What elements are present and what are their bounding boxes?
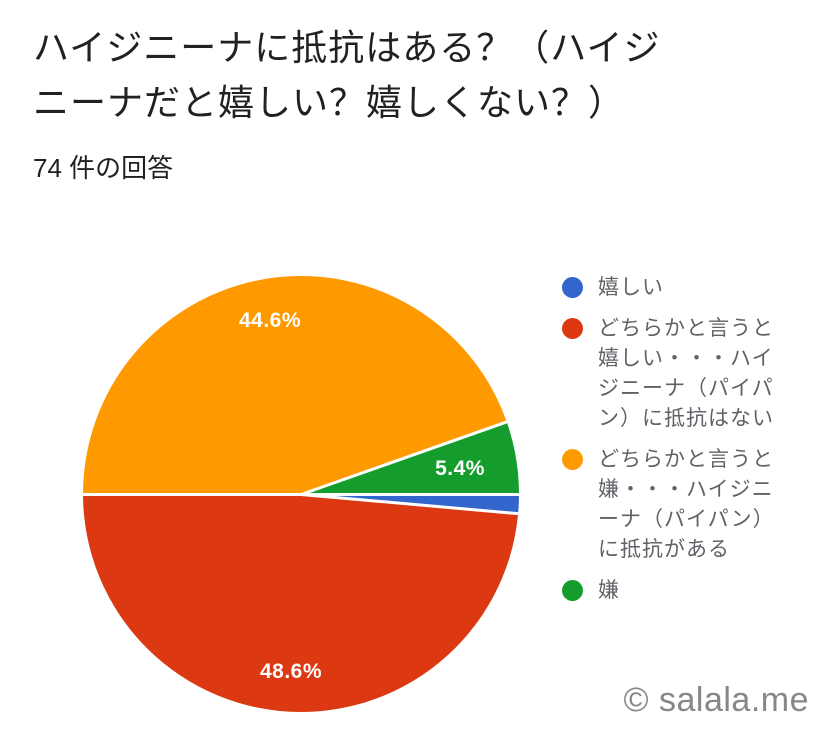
legend-item-dochiraka-iya: どちらかと言うと 嫌・・・ハイジニ ーナ（パイパン） に抵抗がある [562,445,802,565]
pie-slice-label-green: 5.4% [435,457,485,480]
legend-item-iya: 嫌 [562,576,802,606]
legend-color-dot-blue [562,277,583,298]
legend-label: 嬉しい [598,276,664,299]
slice-separator [301,492,519,496]
legend-item-dochiraka-ureshii: どちらかと言うと 嬉しい・・・ハイ ジニーナ（パイパ ン）に抵抗はない [562,314,802,434]
legend-color-dot-orange [562,449,583,470]
slice-separator [83,492,301,496]
legend-label: どちらかと言うと 嬉しい・・・ハイ ジニーナ（パイパ ン）に抵抗はない [598,317,774,430]
slice-separator [300,492,519,515]
question-title: ハイジニーナに抵抗はある？（ハイジ ニーナだと嬉しい？嬉しくない？） [33,27,661,123]
legend-color-dot-green [562,580,583,601]
copyright-watermark: © salala.me [623,681,809,719]
legend-item-ureshii: 嬉しい [562,273,802,303]
legend-label: どちらかと言うと 嫌・・・ハイジニ ーナ（パイパン） に抵抗がある [598,448,775,561]
pie-slice-label-red: 48.6% [259,660,323,683]
response-count: 74 件の回答 [33,153,174,183]
pie-chart: 44.6% 5.4% 48.6% [83,276,519,712]
legend-label: 嫌 [598,579,620,602]
pie-slice-label-orange: 44.6% [238,309,302,332]
chart-legend: 嬉しい どちらかと言うと 嬉しい・・・ハイ ジニーナ（パイパ ン）に抵抗はない … [562,273,802,617]
legend-color-dot-red [562,318,583,339]
